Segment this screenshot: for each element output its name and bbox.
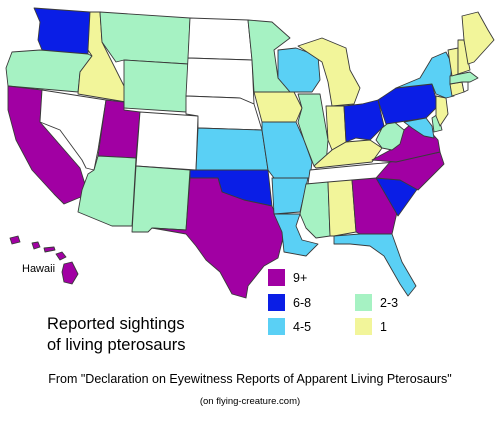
- state-new-mexico: [131, 165, 191, 233]
- state-new-jersey: [435, 95, 449, 127]
- source-citation: From "Declaration on Eyewitness Reports …: [48, 372, 452, 386]
- hawaii-island-molokai: [43, 246, 56, 253]
- state-pennsylvania: [377, 83, 439, 125]
- state-alabama: [327, 179, 357, 237]
- state-iowa: [253, 91, 303, 123]
- legend-swatch-6-8: [268, 294, 285, 311]
- state-mississippi: [299, 181, 331, 239]
- state-montana: [99, 11, 191, 65]
- hawaii-island-kauai: [9, 235, 21, 245]
- legend-swatch-4-5: [268, 318, 285, 335]
- state-kansas: [195, 127, 269, 171]
- legend-label-4-5: 4-5: [293, 320, 312, 334]
- map-title: Reported sightings of living pterosaurs: [47, 314, 186, 356]
- state-florida: [333, 233, 417, 297]
- state-wisconsin: [277, 47, 321, 93]
- state-ohio: [343, 99, 385, 143]
- hawaii-island-big-island: [61, 261, 79, 285]
- hawaii-label: Hawaii: [22, 263, 56, 275]
- state-texas: [151, 177, 285, 299]
- legend-label-6-8: 6-8: [293, 296, 312, 310]
- hawaii-island-maui: [55, 251, 67, 261]
- legend-label-9plus: 9+: [293, 271, 308, 285]
- state-maryland: [403, 117, 435, 139]
- legend-label-2-3: 2-3: [380, 296, 399, 310]
- state-colorado: [135, 111, 199, 171]
- state-wyoming: [123, 59, 189, 113]
- map-title-line-2: of living pterosaurs: [47, 336, 186, 354]
- state-maine: [461, 11, 495, 65]
- hawaii-island-oahu: [31, 241, 41, 250]
- legend-label-1: 1: [380, 320, 387, 334]
- legend-swatch-2-3: [355, 294, 372, 311]
- state-michigan: [297, 37, 361, 107]
- map-title-line-1: Reported sightings: [47, 315, 185, 333]
- legend-swatch-1: [355, 318, 372, 335]
- state-washington: [33, 7, 91, 55]
- state-new-hampshire: [457, 39, 471, 75]
- state-kentucky: [313, 139, 383, 169]
- source-site: (on flying-creature.com): [199, 396, 301, 407]
- state-louisiana: [273, 213, 319, 257]
- state-massachusetts: [449, 71, 479, 85]
- state-north-dakota: [187, 17, 253, 61]
- legend-swatch-9plus: [268, 269, 285, 286]
